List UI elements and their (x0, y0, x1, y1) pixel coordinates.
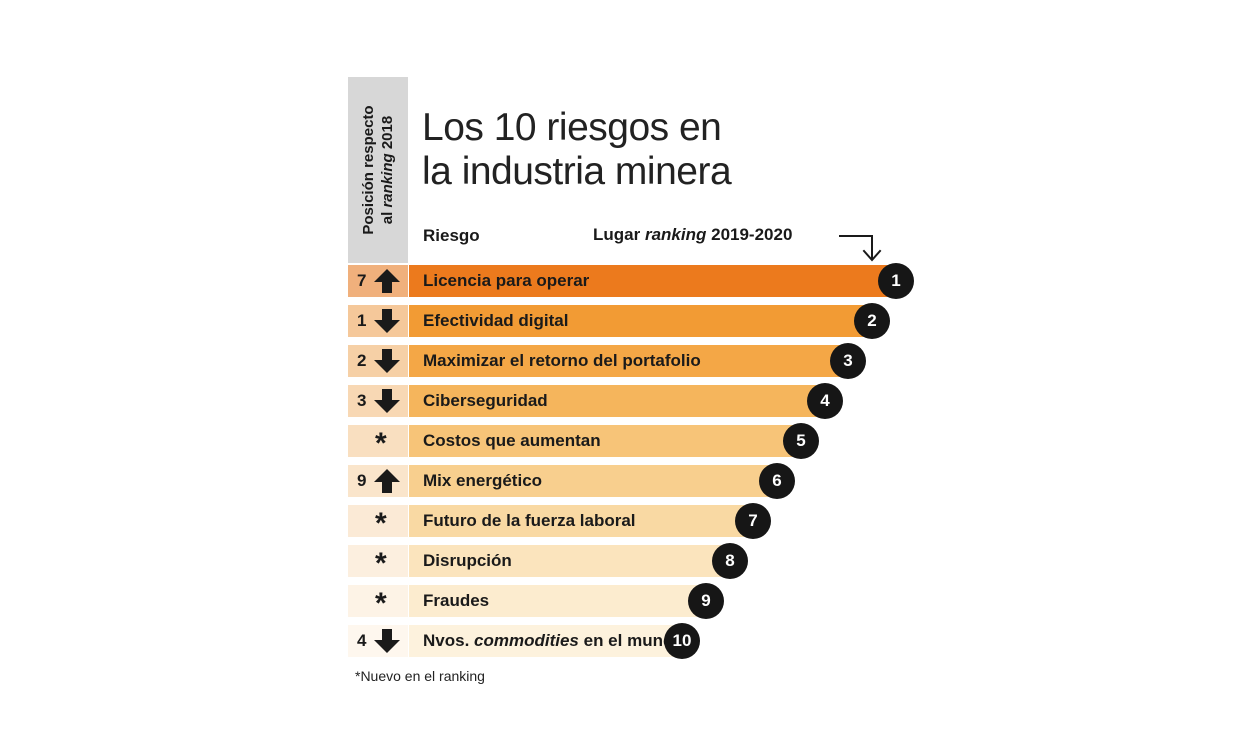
rank-badge: 9 (688, 583, 724, 619)
risk-bar (409, 345, 848, 377)
rank-badge: 1 (878, 263, 914, 299)
risk-bar (409, 465, 777, 497)
trend-up-arrow-icon (374, 469, 400, 493)
previous-position-cell: 3 (348, 385, 408, 417)
risk-label: Efectividad digital (423, 311, 569, 330)
risk-label: Nvos. commodities en el mundo (423, 631, 684, 651)
column-header-lugar-ranking: Lugar ranking 2019-2020 (593, 225, 793, 244)
chart-title: Los 10 riesgos en la industria minera (422, 106, 732, 194)
risk-label: Mix energético (423, 471, 543, 490)
new-entry-asterisk: * (375, 547, 387, 580)
previous-position-label: 4 (357, 631, 367, 650)
rank-badge: 8 (712, 543, 748, 579)
risk-label: Fraudes (423, 591, 490, 610)
side-header-line-2: al ranking 2018 (379, 115, 396, 225)
side-header-text: Posición respecto al ranking 2018 (359, 105, 397, 234)
trend-down-arrow-icon (374, 309, 400, 333)
trend-down-arrow-icon (374, 349, 400, 373)
previous-position-cell: * (348, 585, 408, 620)
column-header-riesgo: Riesgo (423, 226, 480, 245)
previous-position-label: 2 (357, 351, 367, 370)
risk-bar (409, 505, 753, 537)
trend-down-arrow-icon (374, 629, 400, 653)
new-entry-asterisk: * (375, 427, 387, 460)
rank-badge: 5 (783, 423, 819, 459)
rank-badge: 6 (759, 463, 795, 499)
side-header-previous-position: Posición respecto al ranking 2018 (348, 77, 408, 263)
risk-bar (409, 545, 730, 577)
risk-bar (409, 305, 872, 337)
footnote: *Nuevo en el ranking (355, 668, 485, 684)
rank-badge: 7 (735, 503, 771, 539)
risk-label: Maximizar el retorno del portafolio (423, 351, 701, 370)
previous-position-cell: 4 (348, 625, 408, 657)
risk-label: Futuro de la fuerza laboral (423, 511, 636, 530)
side-header-line-1: Posición respecto (360, 105, 377, 235)
risk-label-part: en el mundo (578, 631, 684, 650)
previous-position-cell: * (348, 425, 408, 460)
previous-position-cell: * (348, 505, 408, 540)
new-entry-asterisk: * (375, 587, 387, 620)
previous-position-label: 1 (357, 311, 367, 330)
new-entry-asterisk: * (375, 507, 387, 540)
risk-bar (409, 625, 682, 657)
trend-up-arrow-icon (374, 269, 400, 293)
previous-position-label: 3 (357, 391, 367, 410)
previous-position-cell: 2 (348, 345, 408, 377)
risk-label: Costos que aumentan (423, 431, 601, 450)
risk-label-part: Nvos. (423, 631, 475, 650)
previous-position-cell: 1 (348, 305, 408, 337)
chart-title-line-2: la industria minera (422, 150, 732, 193)
risk-label: Ciberseguridad (423, 391, 548, 410)
risk-label: Disrupción (423, 551, 512, 570)
risk-label-part: commodities (474, 631, 579, 650)
rank-badge: 2 (854, 303, 890, 339)
previous-position-cell: * (348, 545, 408, 580)
risk-bar (409, 585, 706, 617)
risk-bar (409, 385, 825, 417)
previous-position-label: 7 (357, 271, 367, 290)
risk-label: Licencia para operar (423, 271, 590, 290)
rank-badge: 4 (807, 383, 843, 419)
previous-position-label: 9 (357, 471, 367, 490)
pointer-arrow-path (839, 235, 882, 262)
trend-down-arrow-icon (374, 389, 400, 413)
chart-title-line-1: Los 10 riesgos en (422, 106, 722, 149)
risk-bar (409, 425, 801, 457)
rank-badge: 3 (830, 343, 866, 379)
risk-bar (409, 265, 896, 297)
previous-position-cell: 9 (348, 465, 408, 497)
previous-position-cell: 7 (348, 265, 408, 297)
rank-badge: 10 (664, 623, 700, 659)
